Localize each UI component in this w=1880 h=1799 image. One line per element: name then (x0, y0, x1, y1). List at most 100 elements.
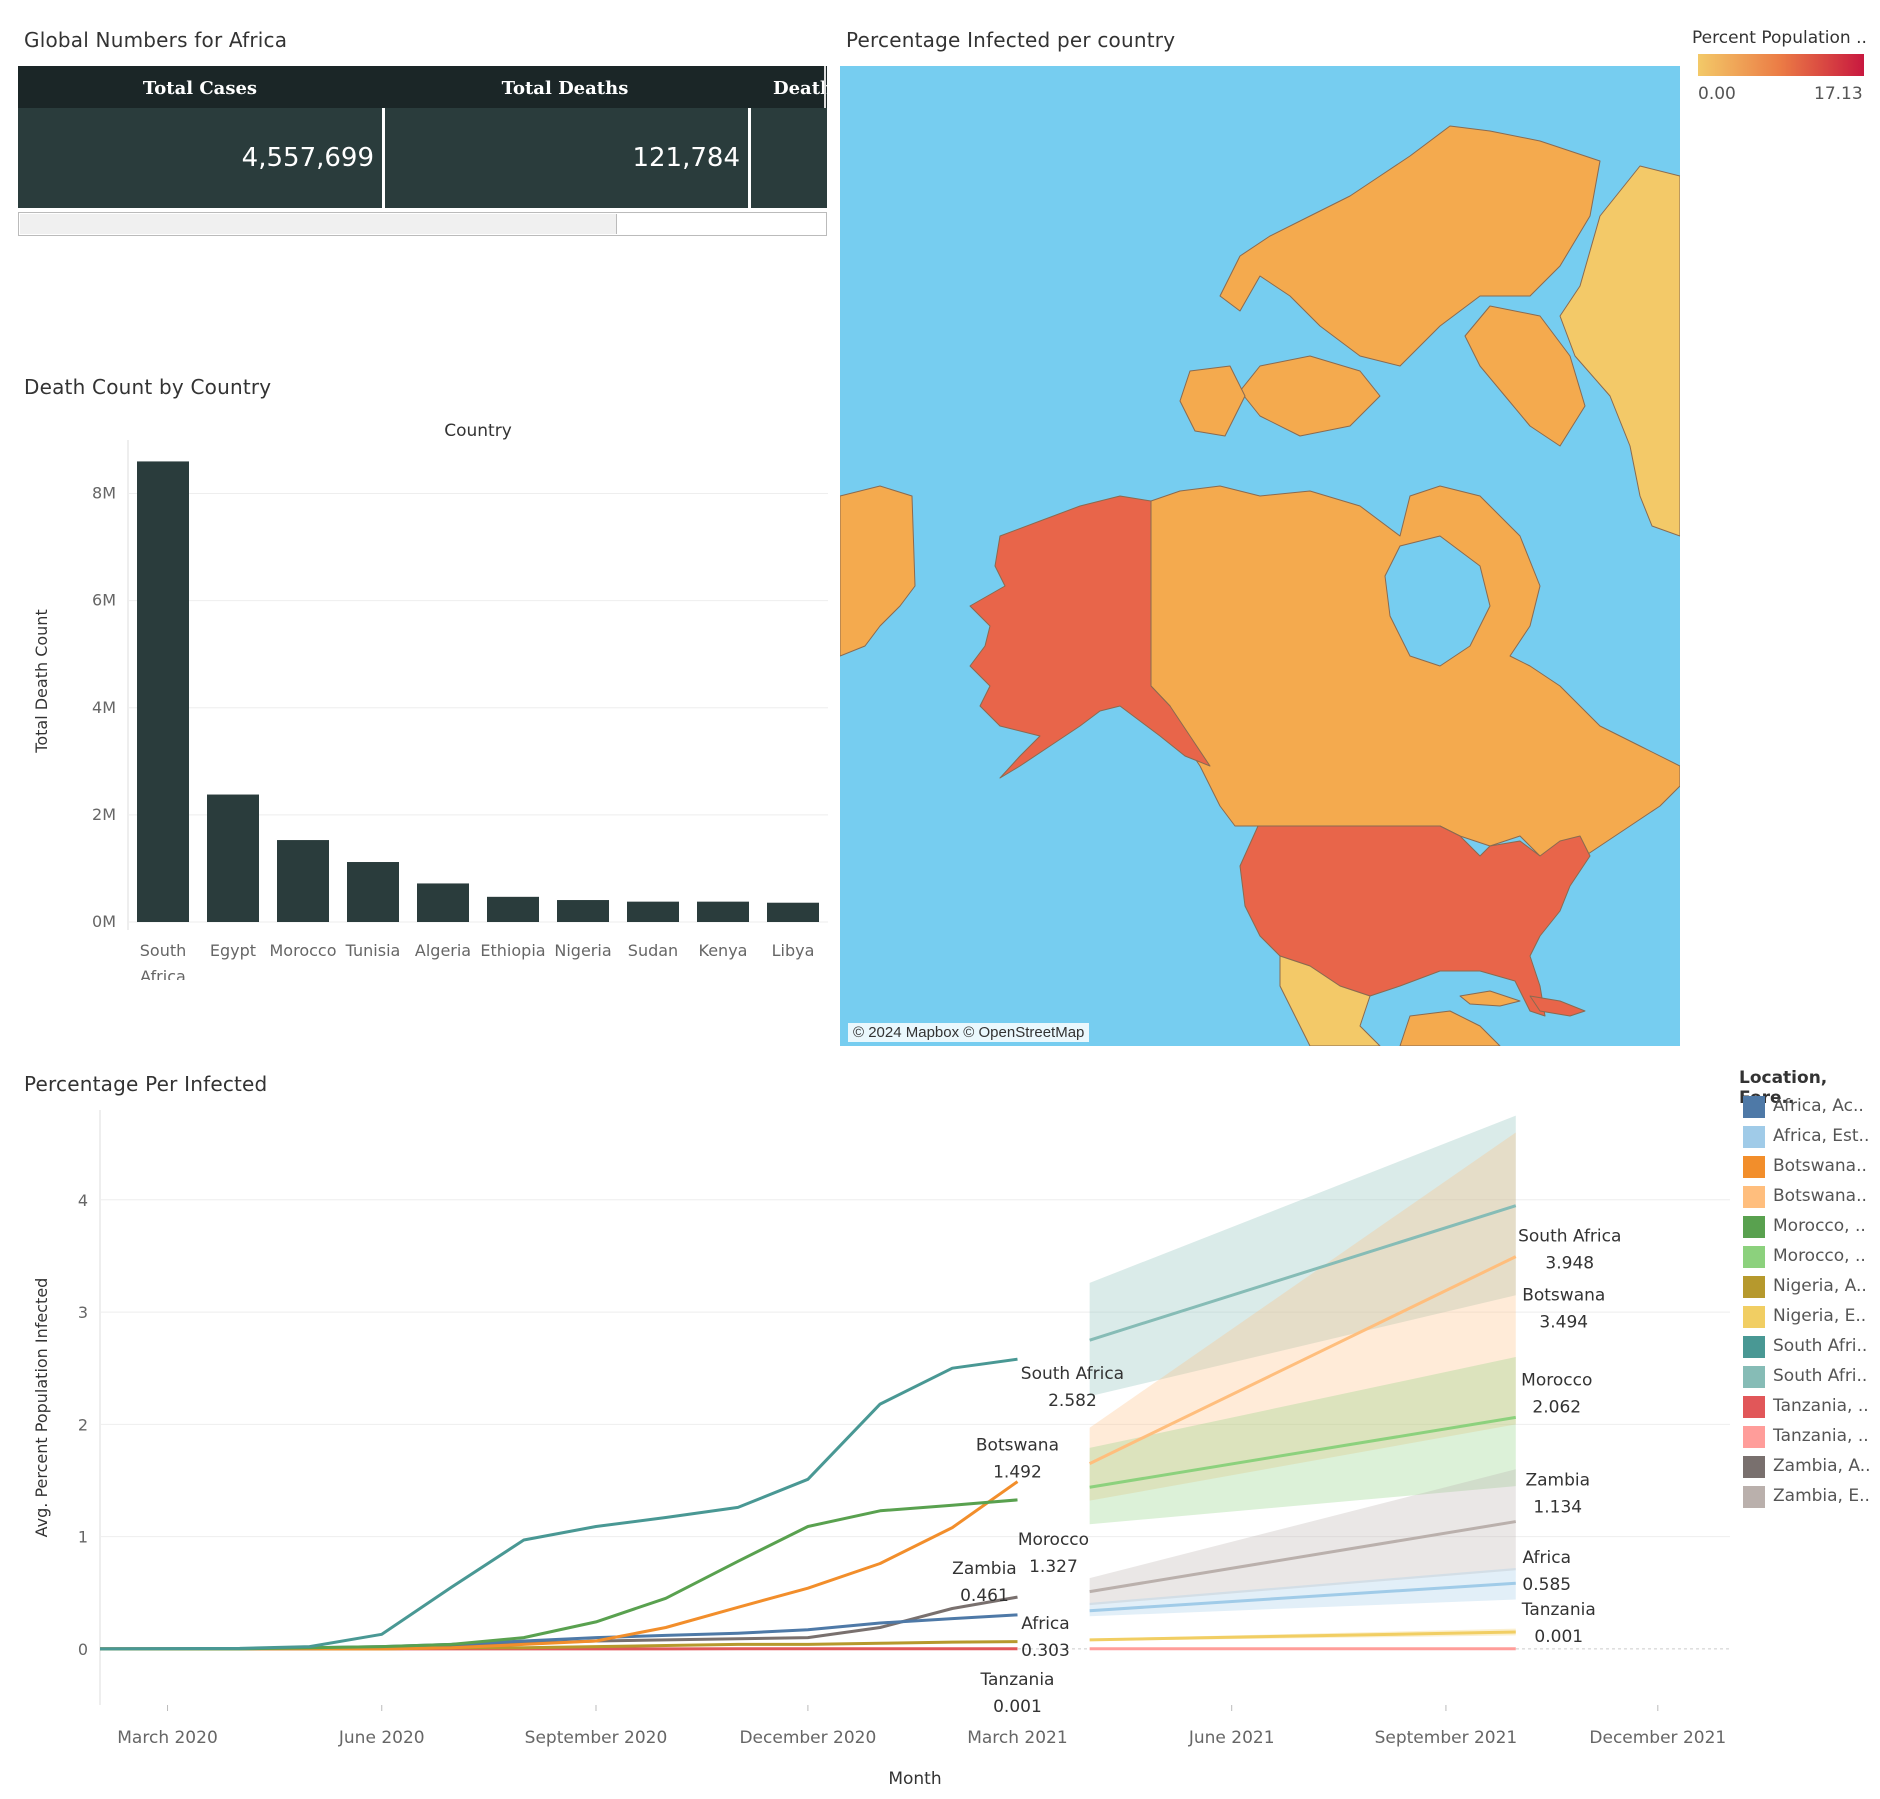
bar-x-tick-label: Kenya (699, 941, 748, 960)
line-legend-item[interactable]: Morocco, .. (1743, 1216, 1866, 1238)
line-x-tick-label: September 2020 (525, 1728, 668, 1748)
legend-swatch (1743, 1246, 1765, 1268)
legend-swatch (1743, 1156, 1765, 1178)
line-legend-item[interactable]: Zambia, A.. (1743, 1456, 1871, 1478)
bar-algeria (417, 883, 469, 922)
forecast-band-3 (1089, 1469, 1516, 1606)
legend-swatch (1743, 1366, 1765, 1388)
line-x-tick-label: December 2020 (739, 1728, 876, 1748)
legend-label: Zambia, A.. (1773, 1456, 1871, 1476)
map-section-title: Percentage Infected per country (846, 28, 1176, 52)
bar-x-tick-label: Egypt (210, 941, 256, 960)
bar-chart[interactable]: Country Total Death Count 0M 2M 4M 6M 8M South A… (0, 410, 835, 980)
annotation-label: Zambia (952, 1559, 1017, 1579)
kpi-header-death-percentage[interactable]: Death Pe (773, 78, 827, 99)
legend-swatch (1743, 1336, 1765, 1358)
central-america-region (1399, 1010, 1501, 1046)
bar-south-africa (137, 461, 189, 922)
annotation-value: 0.001 (1534, 1627, 1583, 1647)
kpi-table-body: 4,557,699 121,784 (18, 108, 827, 208)
choropleth-map[interactable]: © 2024 Mapbox © OpenStreetMap (840, 66, 1680, 1046)
kpi-scrollbar-thumb[interactable] (20, 214, 617, 234)
kpi-horizontal-scrollbar[interactable] (18, 212, 827, 236)
legend-label: South Afri.. (1773, 1336, 1868, 1356)
bar-y-tick-label: 2M (92, 805, 116, 824)
legend-label: Zambia, E.. (1773, 1486, 1870, 1506)
annotation-value: 0.001 (993, 1697, 1042, 1717)
kpi-value-total-deaths: 121,784 (632, 143, 740, 173)
bar-x-tick-label: Africa (140, 967, 186, 980)
legend-swatch (1743, 1426, 1765, 1448)
annotation-label: Africa (1021, 1614, 1070, 1634)
line-legend-item[interactable]: Botswana.. (1743, 1156, 1867, 1178)
line-legend-item[interactable]: Africa, Est.. (1743, 1126, 1869, 1148)
forecast-line-4 (1089, 1581, 1516, 1613)
bar-libya (767, 902, 819, 922)
line-legend-item[interactable]: Africa, Ac.. (1743, 1096, 1864, 1118)
forecast-band-0 (1089, 1115, 1516, 1397)
line-y-tick-label: 1 (78, 1528, 88, 1547)
kpi-value-death-percentage (751, 108, 827, 208)
annotation-value: 0.461 (960, 1586, 1009, 1606)
line-legend-item[interactable]: Tanzania, .. (1743, 1396, 1869, 1418)
kpi-separator (382, 108, 385, 208)
map-color-gradient (1698, 54, 1864, 76)
map-legend-min: 0.00 (1698, 84, 1736, 104)
line-chart[interactable]: 0 1 2 3 4 Avg. Percent Population Infected Mar… (0, 1100, 1740, 1799)
annotation-value: 1.492 (993, 1462, 1042, 1482)
bar-x-tick-label: Morocco (270, 941, 337, 960)
legend-swatch (1743, 1396, 1765, 1418)
actual-line-6 (99, 1357, 1018, 1651)
hudson-bay-water (1384, 535, 1491, 667)
bar-tunisia (347, 862, 399, 922)
forecast-line-1 (1088, 1255, 1517, 1465)
line-legend-item[interactable]: South Afri.. (1743, 1366, 1868, 1388)
annotation-value: 3.948 (1545, 1254, 1594, 1274)
line-legend-item[interactable]: Zambia, E.. (1743, 1486, 1870, 1508)
line-legend-item[interactable]: Tanzania, .. (1743, 1426, 1869, 1448)
map-attribution[interactable]: © 2024 Mapbox © OpenStreetMap (848, 1023, 1090, 1042)
annotation-value: 0.585 (1522, 1575, 1571, 1595)
kpi-table-header: Total Cases Total Deaths Death Pe (18, 66, 827, 108)
line-legend-item[interactable]: South Afri.. (1743, 1336, 1868, 1358)
line-legend-item[interactable]: Morocco, .. (1743, 1246, 1866, 1268)
legend-swatch (1743, 1276, 1765, 1298)
line-legend-item[interactable]: Nigeria, E.. (1743, 1306, 1866, 1328)
kpi-header-total-deaths[interactable]: Total Deaths (501, 78, 629, 99)
annotation-label: South Africa (1021, 1364, 1124, 1384)
line-y-tick-label: 0 (78, 1640, 88, 1659)
bar-kenya (697, 901, 749, 922)
forecast-line-5 (1089, 1630, 1516, 1642)
map-canvas[interactable] (840, 66, 1680, 1046)
line-y-tick-label: 3 (78, 1303, 88, 1322)
bar-morocco (277, 840, 329, 922)
caribbean-region (1529, 995, 1586, 1017)
line-y-tick-label: 4 (78, 1191, 88, 1210)
line-legend-item[interactable]: Botswana.. (1743, 1186, 1867, 1208)
line-legend-item[interactable]: Nigeria, A.. (1743, 1276, 1867, 1298)
line-section-title: Percentage Per Infected (24, 1072, 268, 1096)
legend-label: South Afri.. (1773, 1366, 1868, 1386)
legend-swatch (1743, 1216, 1765, 1238)
annotation-value: 1.134 (1533, 1498, 1582, 1518)
bar-x-tick-label: South (140, 941, 187, 960)
kpi-value-total-cases: 4,557,699 (241, 143, 374, 173)
line-x-tick-label: June 2021 (1188, 1728, 1275, 1748)
legend-label: Morocco, .. (1773, 1246, 1866, 1266)
bar-y-tick-label: 4M (92, 698, 116, 717)
kpi-section-title: Global Numbers for Africa (24, 28, 288, 52)
line-x-tick-label: September 2021 (1375, 1728, 1518, 1748)
bar-sudan (627, 901, 679, 922)
line-y-tick-label: 2 (78, 1415, 88, 1434)
map-legend-title: Percent Population .. (1692, 28, 1867, 48)
arctic-islands-region (1219, 125, 1601, 367)
baffin-island-region (1464, 305, 1586, 447)
bar-y-tick-label: 6M (92, 591, 116, 610)
legend-swatch (1743, 1306, 1765, 1328)
legend-label: Botswana.. (1773, 1156, 1867, 1176)
line-x-axis-title: Month (888, 1769, 941, 1789)
line-x-tick-label: December 2021 (1589, 1728, 1726, 1748)
canada-region (1150, 485, 1680, 867)
legend-label: Morocco, .. (1773, 1216, 1866, 1236)
kpi-header-total-cases[interactable]: Total Cases (142, 78, 258, 99)
